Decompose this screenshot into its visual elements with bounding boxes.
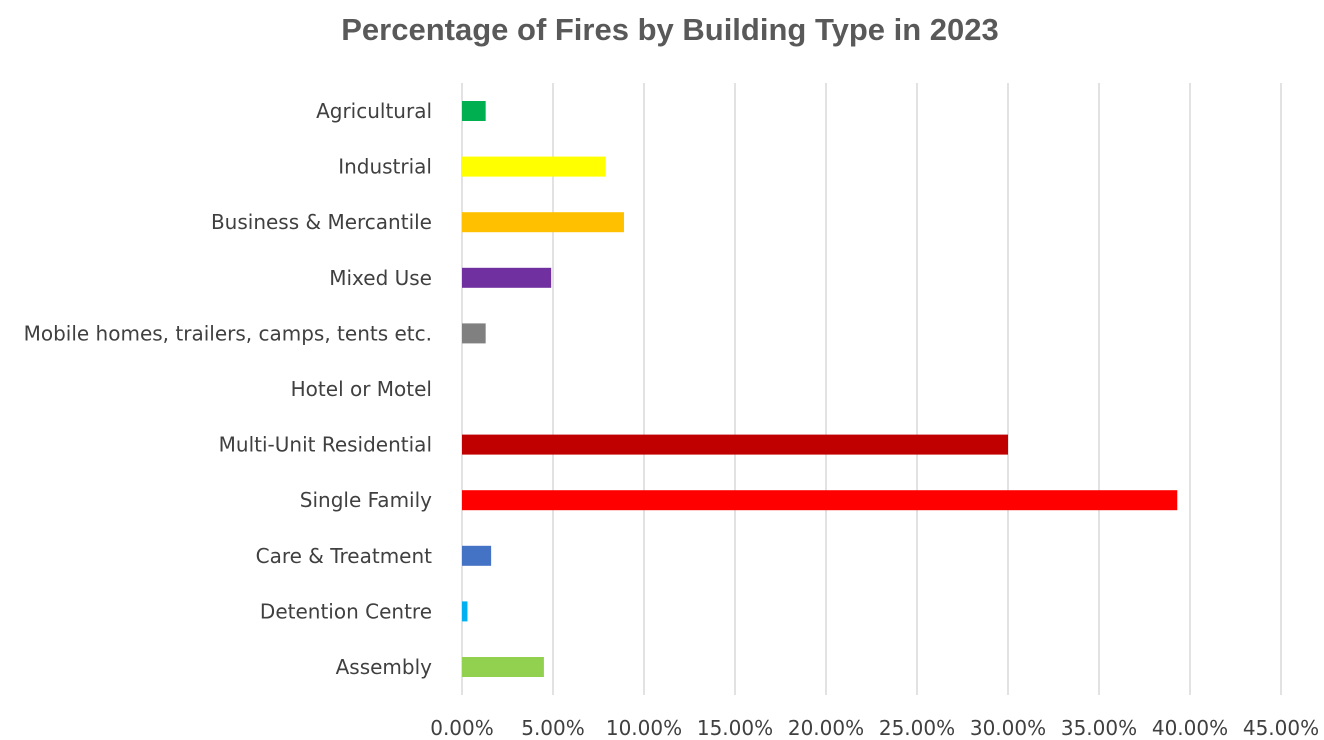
bar (462, 267, 552, 288)
x-tick-label: 30.00% (970, 716, 1046, 740)
x-tick-label: 10.00% (606, 716, 682, 740)
x-axis-tick-labels: 0.00% 5.00% 10.00% 15.00% 20.00% 25.00% 30.00%… (430, 716, 1319, 740)
x-tick-label: 15.00% (697, 716, 773, 740)
bar (462, 545, 492, 566)
x-tick-label: 25.00% (879, 716, 955, 740)
x-tick-label: 35.00% (1061, 716, 1137, 740)
bar (462, 101, 486, 121)
bar (462, 212, 624, 233)
x-tick-label: 40.00% (1152, 716, 1228, 740)
bar (462, 601, 468, 622)
bar (462, 323, 486, 344)
bar (462, 657, 544, 677)
category-label: Hotel or Motel (291, 377, 432, 401)
category-label: Detention Centre (260, 599, 432, 623)
category-label: Care & Treatment (256, 544, 433, 568)
chart-title: Percentage of Fires by Building Type in … (341, 12, 999, 47)
category-labels: Agricultural Industrial Business & Mercant… (24, 99, 433, 679)
category-label: Industrial (338, 155, 432, 179)
gridlines (461, 83, 1282, 695)
category-label: Assembly (336, 655, 433, 679)
category-label: Mixed Use (329, 266, 432, 290)
category-label: Business & Mercantile (211, 210, 432, 234)
bar (462, 156, 606, 177)
x-tick-label: 0.00% (430, 716, 494, 740)
x-tick-label: 20.00% (788, 716, 864, 740)
x-tick-label: 45.00% (1243, 716, 1319, 740)
bars (462, 101, 1178, 677)
bar (462, 434, 1008, 455)
category-label: Mobile homes, trailers, camps, tents etc… (24, 321, 432, 345)
category-label: Multi-Unit Residential (219, 433, 432, 457)
category-label: Single Family (300, 488, 432, 512)
category-label: Agricultural (316, 99, 432, 123)
x-tick-label: 5.00% (521, 716, 585, 740)
bar (462, 490, 1178, 511)
